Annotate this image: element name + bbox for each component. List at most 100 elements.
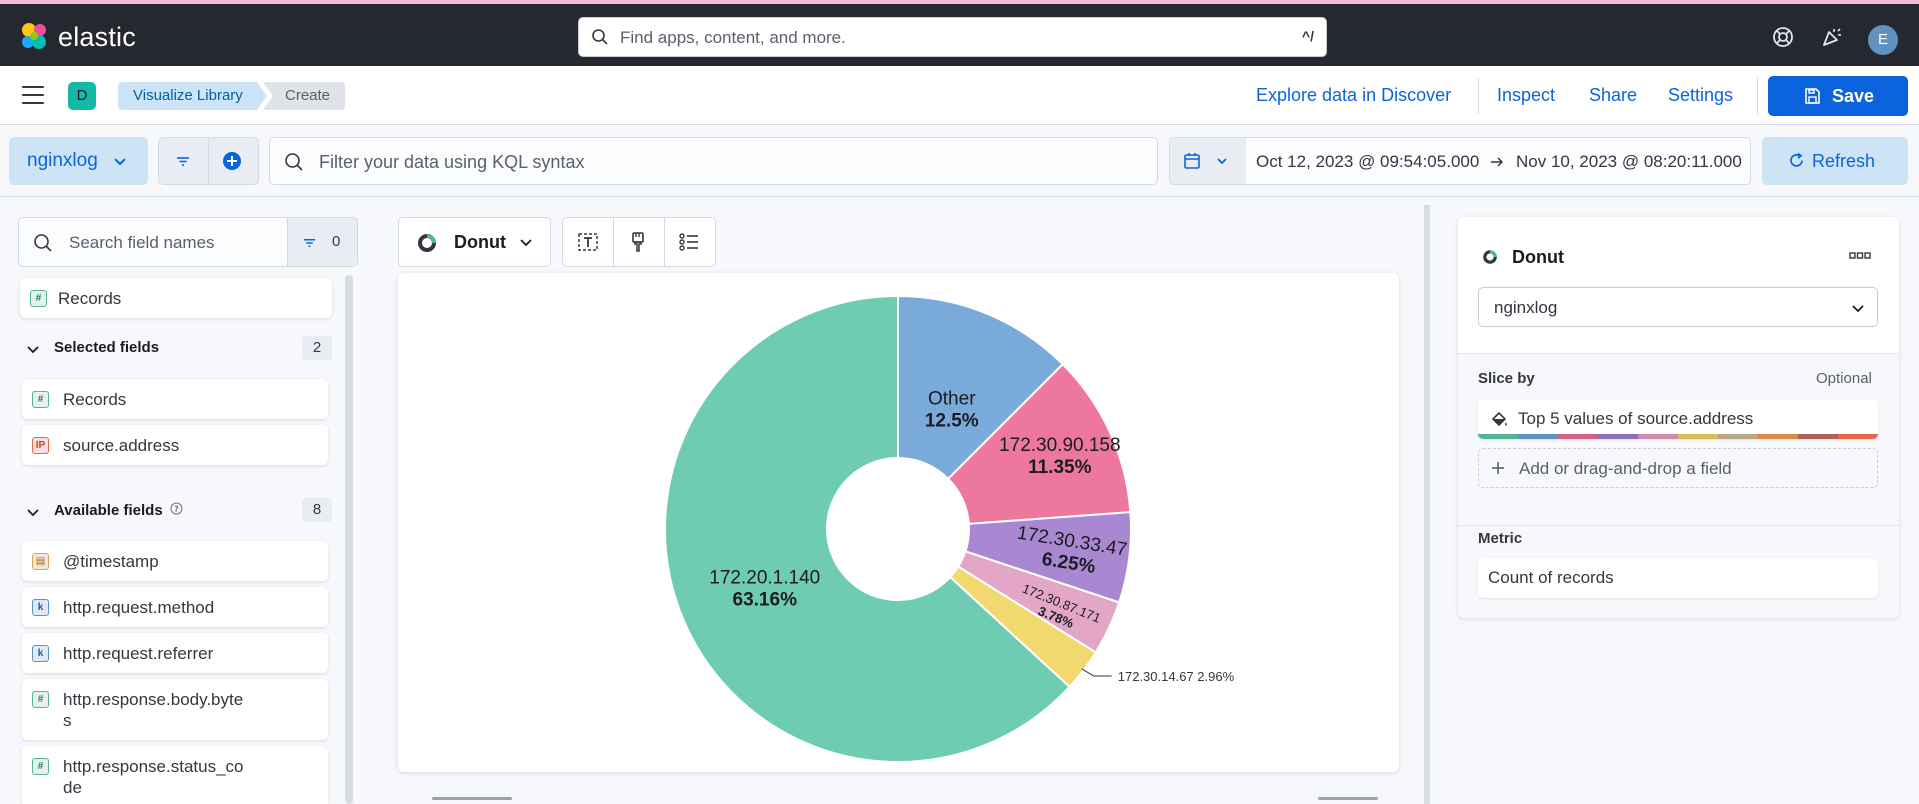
field-list-scrollbar[interactable] [345, 275, 353, 804]
keyword-type-icon: k [32, 599, 49, 616]
visualization-type-label: Donut [454, 232, 506, 252]
toolbar-divider [613, 218, 614, 266]
add-filter-icon[interactable] [222, 151, 242, 171]
panel-resize-handle[interactable] [1424, 205, 1430, 804]
field-item-http-request-method[interactable]: k http.request.method [22, 587, 328, 627]
search-icon [592, 29, 608, 45]
field-type-filter-button[interactable]: 0 [287, 218, 357, 266]
field-filter-count: 0 [332, 233, 341, 250]
settings-link[interactable]: Settings [1668, 85, 1734, 105]
appearance-brush-icon[interactable] [627, 231, 649, 253]
layer-data-view-value: nginxlog [1494, 298, 1558, 317]
refresh-button[interactable]: Refresh [1762, 137, 1908, 185]
number-type-icon: # [32, 691, 49, 708]
kql-placeholder: Filter your data using KQL syntax [319, 152, 585, 172]
kql-query-input[interactable]: Filter your data using KQL syntax [269, 137, 1158, 185]
global-search-input[interactable]: Find apps, content, and more. ^/ [578, 17, 1327, 57]
refresh-icon [1790, 152, 1803, 167]
elastic-logo-icon[interactable] [18, 20, 50, 52]
palette-swatch [1478, 434, 1518, 439]
time-range-start[interactable]: Oct 12, 2023 @ 09:54:05.000 [1256, 152, 1480, 171]
save-button[interactable]: Save [1768, 76, 1908, 116]
workspace-suggestions-edge [1318, 797, 1378, 800]
slice-leader-line [1081, 668, 1112, 677]
workspace-suggestions-edge [432, 797, 512, 800]
optional-label: Optional [1816, 370, 1872, 387]
number-type-icon: # [32, 391, 49, 408]
palette-swatch [1798, 434, 1838, 439]
field-item-http-response-body-bytes[interactable]: # http.response.body.byte s [22, 679, 328, 740]
palette-swatch [1758, 434, 1798, 439]
palette-swatch [1838, 434, 1878, 439]
slice-by-dimension-label: Top 5 values of source.address [1518, 409, 1754, 428]
question-circle-icon[interactable]: ? [170, 502, 183, 515]
number-type-icon: # [30, 290, 47, 307]
time-picker: Oct 12, 2023 @ 09:54:05.000 Nov 10, 2023… [1169, 137, 1751, 185]
field-item-source-address[interactable]: IP source.address [22, 425, 328, 465]
header-divider [1478, 78, 1479, 114]
chevron-down-icon [114, 158, 126, 166]
field-item-records[interactable]: # Records [20, 278, 332, 318]
data-view-picker[interactable]: nginxlog [9, 137, 148, 185]
chevron-down-icon [1217, 158, 1227, 165]
metric-label: Metric [1478, 530, 1523, 547]
date-type-icon: ▤ [32, 553, 49, 570]
field-search-input[interactable]: Search field names 0 [18, 217, 358, 267]
donut-slice[interactable] [946, 362, 1132, 525]
quick-select-button[interactable] [1170, 138, 1246, 184]
time-range-end[interactable]: Nov 10, 2023 @ 08:20:11.000 [1516, 152, 1742, 171]
layer-title: Donut [1512, 247, 1564, 267]
menu-toggle-icon[interactable] [22, 86, 44, 110]
ip-type-icon: IP [32, 437, 49, 454]
more-actions-icon[interactable] [1849, 250, 1871, 260]
field-item-timestamp[interactable]: ▤ @timestamp [22, 541, 328, 581]
inspect-link[interactable]: Inspect [1497, 85, 1556, 105]
field-name: http.response.status_co de [63, 757, 244, 797]
filter-icon[interactable] [175, 153, 191, 169]
share-link[interactable]: Share [1589, 85, 1638, 105]
palette-swatch [1678, 434, 1718, 439]
breadcrumb-create: Create [263, 82, 346, 110]
field-name: http.request.method [63, 598, 215, 617]
search-icon [34, 234, 52, 252]
layer-data-view-select[interactable]: nginxlog [1478, 287, 1878, 327]
selected-fields-count: 2 [302, 336, 332, 360]
donut-slice[interactable] [664, 294, 1071, 763]
filter-icon [303, 238, 316, 247]
legend-settings-icon[interactable] [678, 231, 700, 253]
user-avatar[interactable]: E [1868, 25, 1898, 55]
slice-by-dimension[interactable]: Top 5 values of source.address [1478, 399, 1878, 439]
labels-settings-icon[interactable] [577, 231, 599, 253]
layer-config-panel: Donut nginxlog Slice by Optional Top 5 v… [1458, 217, 1899, 618]
field-name: @timestamp [63, 552, 159, 571]
toolbar-divider [664, 218, 665, 266]
field-name: Records [58, 289, 122, 308]
news-feed-icon[interactable] [1821, 26, 1843, 48]
button-group-divider [208, 138, 209, 184]
field-item-http-response-status-code[interactable]: # http.response.status_co de [22, 746, 328, 804]
chart-toolbar [562, 217, 716, 267]
breadcrumb-visualize-library[interactable]: Visualize Library [118, 82, 267, 110]
slice-label-outside: 172.30.14.67 2.96% [1118, 669, 1235, 684]
global-header: elastic Find apps, content, and more. ^/… [0, 0, 1919, 66]
brand-name[interactable]: elastic [58, 22, 136, 52]
donut-slice[interactable] [897, 294, 1065, 481]
visualization-type-picker[interactable]: Donut [398, 217, 551, 267]
explore-in-discover-link[interactable]: Explore data in Discover [1256, 85, 1452, 105]
app-header: D Visualize Library Create Explore data … [0, 66, 1919, 125]
add-field-dropzone[interactable]: Add or drag-and-drop a field [1478, 448, 1878, 488]
space-avatar[interactable]: D [68, 82, 96, 110]
help-icon[interactable] [1772, 26, 1794, 48]
field-name: source.address [63, 436, 180, 455]
save-button-label: Save [1832, 86, 1875, 106]
chevron-down-icon [27, 346, 39, 354]
donut-chart[interactable]: Other12.5%172.30.90.15811.35%172.30.33.4… [398, 273, 1399, 772]
arrow-right-icon [1491, 157, 1504, 167]
slice-label-percent: 11.35% [1028, 457, 1091, 478]
field-item-http-request-referrer[interactable]: k http.request.referrer [22, 633, 328, 673]
field-item-records[interactable]: # Records [22, 379, 328, 419]
metric-dimension[interactable]: Count of records [1478, 558, 1878, 598]
palette-swatch [1638, 434, 1678, 439]
